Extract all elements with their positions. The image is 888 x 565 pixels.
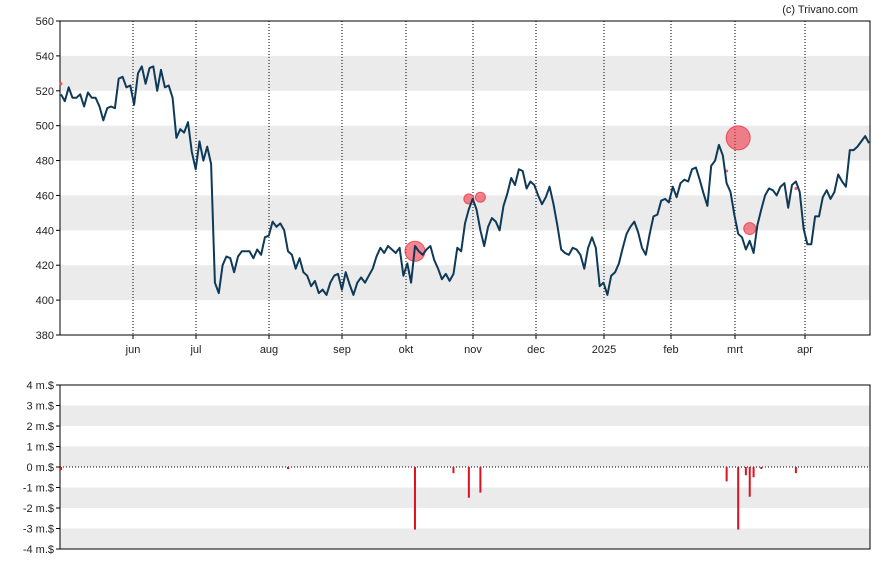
volume-bar (467, 467, 470, 498)
volume-bar (737, 467, 740, 530)
x-tick-label: mrt (727, 344, 743, 356)
volume-band (60, 405, 870, 426)
volume-bar (744, 467, 747, 476)
x-tick-label: nov (464, 344, 482, 356)
volume-band (60, 528, 870, 549)
volume-bar (452, 467, 455, 474)
y-tick-label: 2 m.$ (26, 421, 54, 433)
trade-bubble (794, 186, 798, 190)
price-frame (59, 20, 871, 336)
trade-bubble (59, 82, 63, 86)
y-tick-label: 3 m.$ (26, 401, 54, 413)
volume-bar (287, 467, 290, 470)
y-tick-label: 400 (36, 295, 54, 307)
y-tick-label: 4 m.$ (26, 380, 54, 392)
x-tick-label: okt (399, 344, 414, 356)
y-tick-label: 0 m.$ (26, 462, 54, 474)
volume-bar (479, 467, 482, 493)
volume-bar (413, 467, 416, 530)
volume-bar (752, 467, 755, 478)
y-tick-label: 1 m.$ (26, 442, 54, 454)
volume-bar (60, 467, 62, 471)
x-tick-label: dec (527, 344, 545, 356)
volume-bar (725, 467, 728, 482)
x-tick-label: sep (333, 344, 351, 356)
trade-bubble (743, 222, 757, 236)
y-tick-label: 460 (36, 190, 54, 202)
x-tick-label: 2025 (592, 344, 616, 356)
y-tick-label: 480 (36, 156, 54, 168)
y-tick-label: 540 (36, 51, 54, 63)
y-tick-label: -2 m.$ (23, 503, 54, 515)
trade-bubble (474, 191, 486, 203)
volume-band (60, 487, 870, 508)
y-tick-label: 500 (36, 121, 54, 133)
volume-bar (760, 467, 763, 470)
volume-bar (794, 467, 797, 474)
volume-panel: 4 m.$ 3 m.$ 2 m.$ 1 m.$ 0 m.$ -1 m.$ -2 m.$ -3 … (23, 380, 871, 556)
x-tick-label: feb (663, 344, 678, 356)
y-tick-label: -1 m.$ (23, 483, 54, 495)
volume-bar (748, 467, 751, 497)
copyright-credit: (c) Trivano.com (782, 4, 858, 16)
x-tick-label: aug (260, 344, 278, 356)
y-tick-label: 380 (36, 330, 54, 342)
y-tick-label: -4 m.$ (23, 544, 54, 556)
y-tick-label: 560 (36, 16, 54, 28)
trade-bubble (725, 125, 751, 151)
x-tick-label: jul (189, 344, 201, 356)
x-tick-label: apr (797, 344, 813, 356)
price-panel: jun jul aug sep okt nov dec 2025 feb mrt apr 380 400… (36, 16, 871, 356)
price-band (60, 55, 870, 91)
y-tick-label: 440 (36, 225, 54, 237)
y-tick-label: -3 m.$ (23, 524, 54, 536)
volume-band (60, 446, 870, 467)
price-band (60, 265, 870, 301)
price-line (60, 65, 870, 296)
x-tick-label: jun (125, 344, 141, 356)
y-tick-label: 420 (36, 260, 54, 272)
y-tick-label: 520 (36, 86, 54, 98)
